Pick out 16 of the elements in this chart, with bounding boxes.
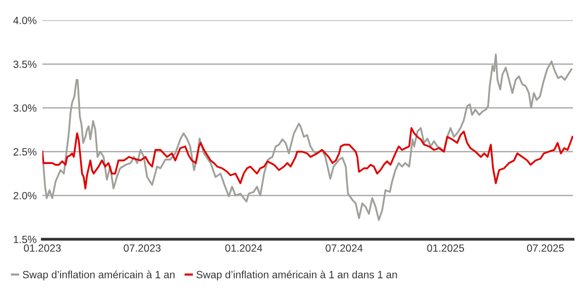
y-tick-label: 2.5% [14,148,36,156]
x-tick-label: 07.2024 [326,244,363,252]
legend-label: Swap d’inflation américain à 1 an dans 1 an [196,270,397,280]
y-tick-label: 1.5% [14,236,36,244]
x-tick-label: 01.2023 [24,244,61,252]
x-tick-label: 07.2025 [527,244,564,252]
line-series [42,54,572,221]
x-tick-label: 01.2025 [427,244,464,252]
legend-label: Swap d’inflation américain à 1 an [22,270,175,280]
y-tick-label: 2.0% [14,192,36,200]
y-tick-label: 4.0% [13,16,36,24]
line-series [42,127,574,190]
y-tick-label: 3.0% [13,104,36,112]
x-tick-label: 07.2023 [124,244,161,252]
y-tick-label: 3.5% [13,60,36,68]
x-tick-label: 01.2024 [225,244,262,252]
